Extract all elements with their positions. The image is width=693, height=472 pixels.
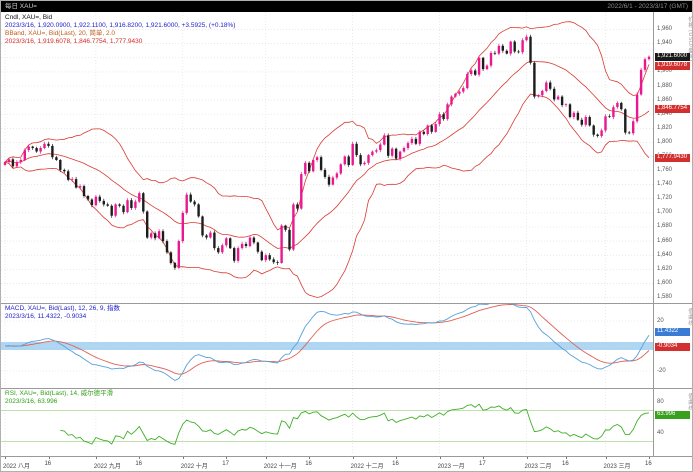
- time-axis-month-label: 2022 八月: [3, 464, 31, 470]
- price-axis-tick: 1,820: [657, 124, 673, 131]
- rsi-axis-title: 值曲线: [687, 393, 693, 411]
- time-axis-tick-mark: [649, 456, 650, 459]
- rsi-axis-tick: 40: [657, 430, 664, 437]
- time-axis-month-label: 2022 十一月: [263, 464, 297, 470]
- price-axis-tick: 1,900: [657, 68, 673, 75]
- price-axis-tick: 1,760: [657, 167, 673, 174]
- time-axis-month-label: 2022 十二月: [350, 464, 384, 470]
- price-axis-tick: 1,800: [657, 138, 673, 145]
- price-panel[interactable]: Cndl, XAU=, Bid 2023/3/16, 1,920.0900, 1…: [1, 12, 653, 303]
- bband-legend-values[interactable]: 2023/3/16, 1,919.6078, 1,846.7754, 1,777…: [5, 38, 143, 45]
- time-axis-day-label: 16: [44, 461, 52, 467]
- time-axis-month-label: 2023 二月: [524, 464, 552, 470]
- panel-separator: [1, 388, 692, 389]
- time-axis-day-label: 16: [135, 461, 143, 467]
- time-axis-day-label: 16: [562, 461, 569, 467]
- time-axis-tick-mark: [182, 456, 184, 459]
- time-axis-day-label: 16: [305, 461, 312, 467]
- macd-value-badge: 11.4322: [655, 328, 690, 336]
- price-axis-tick: 1,840: [657, 110, 673, 117]
- rsi-legend-values[interactable]: 2023/3/16, 63.996: [5, 398, 58, 405]
- price-axis-tick: 1,640: [657, 251, 673, 258]
- time-axis-tick-mark: [5, 456, 6, 459]
- price-axis-tick: 1,960: [657, 26, 673, 33]
- price-axis-tick: 1,660: [657, 237, 673, 244]
- price-axis-tick: 1,720: [657, 195, 673, 202]
- time-axis-tick-mark: [352, 456, 354, 459]
- time-axis-tick-mark: [526, 456, 528, 459]
- macd-chart-canvas[interactable]: [1, 304, 653, 388]
- macd-axis[interactable]: 值曲线 11.4322 -0.9034 200-20: [653, 304, 693, 388]
- rsi-axis-tick: 80: [657, 399, 664, 406]
- time-axis-month-label: 2023 三月: [603, 464, 631, 470]
- price-axis[interactable]: 价格 (USD/盎司) 1,921.6000 1,919.6078 1,846.…: [653, 12, 693, 303]
- price-axis-tick: 1,880: [657, 82, 673, 89]
- rsi-axis[interactable]: 值曲线 63.996 806040: [653, 389, 693, 456]
- price-axis-title: 价格 (USD/盎司): [687, 16, 693, 62]
- time-axis-month-label: 2023 一月: [437, 464, 465, 470]
- time-axis-day-label: 17: [479, 461, 486, 467]
- time-axis-tick-mark: [396, 456, 398, 459]
- macd-panel[interactable]: MACD, XAU=, Bid(Last), 12, 26, 9, 指数 202…: [1, 304, 653, 388]
- rsi-chart-canvas[interactable]: [1, 389, 653, 456]
- time-axis-tick-mark: [139, 456, 141, 459]
- time-axis-tick-mark: [48, 456, 50, 459]
- bband-legend-params[interactable]: BBand, XAU=, Bid(Last), 20, 简单, 2.0: [5, 30, 116, 37]
- time-axis-tick-mark: [566, 456, 567, 459]
- macd-axis-tick: -20: [657, 367, 666, 374]
- time-axis-month-label: 2022 九月: [93, 464, 121, 470]
- time-axis-tick-mark: [265, 456, 267, 459]
- macd-axis-tick: 20: [657, 317, 664, 324]
- price-legend-ohlc[interactable]: 2023/3/16, 1,920.0900, 1,922.1100, 1,916…: [5, 22, 236, 29]
- time-axis-tick-mark: [605, 456, 607, 459]
- bband-lower-badge: 1,777.9430: [655, 154, 690, 162]
- price-legend-series[interactable]: Cndl, XAU=, Bid: [5, 14, 53, 21]
- titlebar-date-range: 2022/6/1 - 2023/3/17 (GMT): [607, 3, 688, 10]
- time-axis-day-label: 16: [645, 461, 652, 467]
- price-chart-canvas[interactable]: [1, 12, 653, 303]
- time-axis-tick-mark: [226, 456, 228, 459]
- titlebar-instrument[interactable]: 每日 XAU=: [5, 3, 37, 10]
- time-axis[interactable]: 2022 八月 16 2022 九月 16 2022 十月 17 2022 十一月 16 202…: [1, 456, 653, 471]
- time-axis-tick-mark: [309, 456, 311, 459]
- last-price-badge: 1,921.6000: [655, 53, 690, 61]
- time-axis-day-label: 17: [222, 461, 229, 467]
- time-axis-month-label: 2022 十月: [180, 464, 208, 470]
- time-axis-tick-mark: [95, 456, 97, 459]
- macd-legend-params[interactable]: MACD, XAU=, Bid(Last), 12, 26, 9, 指数: [5, 305, 121, 312]
- rsi-value-badge: 63.996: [655, 411, 690, 419]
- macd-axis-title: 值曲线: [687, 308, 693, 326]
- rsi-legend-params[interactable]: RSI, XAU=, Bid(Last), 14, 威尔德平滑: [5, 390, 114, 397]
- price-axis-tick: 1,600: [657, 279, 673, 286]
- macd-legend-values[interactable]: 2023/3/16, 11.4322, -0.9034: [5, 313, 87, 320]
- price-axis-tick: 1,620: [657, 265, 673, 272]
- price-axis-tick: 1,680: [657, 223, 673, 230]
- time-axis-tick-mark: [439, 456, 441, 459]
- rsi-panel[interactable]: RSI, XAU=, Bid(Last), 14, 威尔德平滑 2023/3/1…: [1, 389, 653, 456]
- price-axis-tick: 1,740: [657, 181, 673, 188]
- price-axis-tick: 1,940: [657, 40, 673, 47]
- price-axis-tick: 1,860: [657, 96, 673, 103]
- time-axis-tick-mark: [483, 456, 485, 459]
- panel-separator: [1, 303, 692, 304]
- bband-middle-badge: 1,846.7754: [655, 105, 690, 113]
- price-axis-tick: 1,700: [657, 209, 673, 216]
- bband-upper-badge: 1,919.6078: [655, 62, 690, 70]
- macd-signal-badge: -0.9034: [655, 343, 690, 351]
- titlebar[interactable]: 每日 XAU= 2022/6/1 - 2023/3/17 (GMT): [1, 1, 692, 12]
- axis-separator: [1, 456, 692, 457]
- time-axis-day-label: 16: [392, 461, 399, 467]
- price-axis-tick: 1,580: [657, 293, 673, 300]
